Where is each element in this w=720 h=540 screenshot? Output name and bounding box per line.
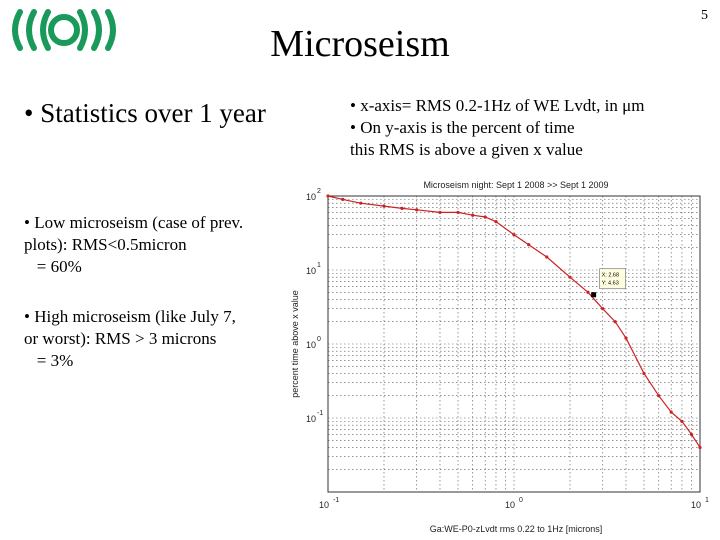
description-line: this RMS is above a given x value [350, 140, 583, 159]
data-point [359, 201, 363, 205]
note-line: • High microseism (like July 7, [24, 307, 236, 326]
chart-x-label: Ga:WE-P0-zLvdt rms 0.22 to 1Hz [microns] [430, 524, 603, 534]
note-line: = 3% [24, 351, 74, 370]
data-point [601, 307, 605, 311]
chart-description: • x-axis= RMS 0.2-1Hz of WE Lvdt, in μm … [350, 95, 718, 161]
x-tick-exponent: -1 [333, 497, 339, 504]
datatip-marker [591, 292, 597, 298]
note-line: or worst): RMS > 3 microns [24, 329, 217, 348]
plot-frame [327, 195, 701, 493]
data-point [415, 208, 419, 212]
logo-circle [48, 14, 80, 46]
page-number: 5 [701, 8, 708, 23]
data-point [341, 197, 345, 201]
x-tick-exponent: 0 [519, 497, 523, 504]
chart-y-label: percent time above x value [290, 290, 300, 398]
y-tick-label: 10 [306, 192, 316, 202]
y-tick-label: 10 [306, 340, 316, 350]
data-point [456, 210, 460, 215]
description-line: • x-axis= RMS 0.2-1Hz of WE Lvdt, in μm [350, 96, 645, 115]
y-tick-exponent: -1 [317, 410, 323, 417]
main-bullet: • Statistics over 1 year [24, 98, 266, 128]
data-point [689, 432, 694, 437]
data-point [669, 410, 673, 414]
data-point [586, 290, 590, 294]
notes-list: • Low microseism (case of prev. plots): … [24, 212, 314, 400]
y-tick-label: 10 [306, 266, 316, 276]
chart-grid [327, 196, 700, 493]
data-point [382, 204, 386, 208]
data-point [698, 445, 702, 450]
data-point [657, 394, 661, 398]
x-tick-label: 10 [319, 500, 329, 510]
data-point [613, 320, 617, 324]
y-tick-exponent: 2 [317, 188, 321, 195]
data-point [400, 206, 404, 210]
note-line: = 60% [24, 257, 82, 276]
datatip: X: 2.68 Y: 4.63 [591, 268, 626, 298]
data-point [568, 275, 572, 279]
microseism-chart: Microseism night: Sept 1 2008 >> Sept 1 … [290, 180, 709, 534]
ego-logo-icon [12, 9, 116, 51]
slide-title: Microseism [270, 23, 450, 65]
note-line: plots): RMS<0.5micron [24, 235, 187, 254]
chart-title: Microseism night: Sept 1 2008 >> Sept 1 … [423, 180, 608, 190]
x-tick-label: 10 [505, 500, 515, 510]
data-point [642, 371, 646, 376]
datatip-text: X: 2.68 [602, 273, 619, 279]
chart-series [326, 194, 702, 450]
datatip-text: Y: 4.63 [602, 281, 619, 287]
y-tick-exponent: 1 [317, 262, 321, 269]
logo-arc-5 [91, 9, 102, 51]
data-point [483, 215, 487, 219]
data-point [680, 419, 684, 423]
description-line: • On y-axis is the percent of time [350, 118, 575, 137]
logo-arc-3 [40, 9, 51, 51]
datatip-box [599, 268, 626, 290]
logo-arc-2 [26, 9, 37, 51]
note-low-microseism: • Low microseism (case of prev. plots): … [24, 212, 314, 278]
note-high-microseism: • High microseism (like July 7, or worst… [24, 306, 314, 372]
note-line: • Low microseism (case of prev. [24, 213, 244, 232]
logo-arc-1 [12, 9, 23, 51]
logo-arc-6 [105, 9, 116, 51]
data-point [624, 336, 628, 340]
data-point [326, 194, 330, 198]
logo-arc-4 [77, 9, 88, 51]
y-tick-label: 10 [306, 414, 316, 424]
y-tick-exponent: 0 [317, 336, 321, 343]
data-point [494, 220, 498, 224]
data-point [512, 233, 516, 237]
x-tick-exponent: 1 [705, 497, 709, 504]
data-point [471, 213, 475, 217]
data-point [438, 210, 442, 215]
x-tick-label: 10 [691, 500, 701, 510]
data-point [527, 243, 531, 247]
data-point [545, 255, 549, 259]
